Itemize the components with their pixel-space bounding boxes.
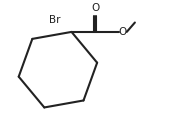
Text: Br: Br: [49, 15, 60, 25]
Text: O: O: [91, 3, 99, 13]
Text: O: O: [118, 27, 127, 37]
